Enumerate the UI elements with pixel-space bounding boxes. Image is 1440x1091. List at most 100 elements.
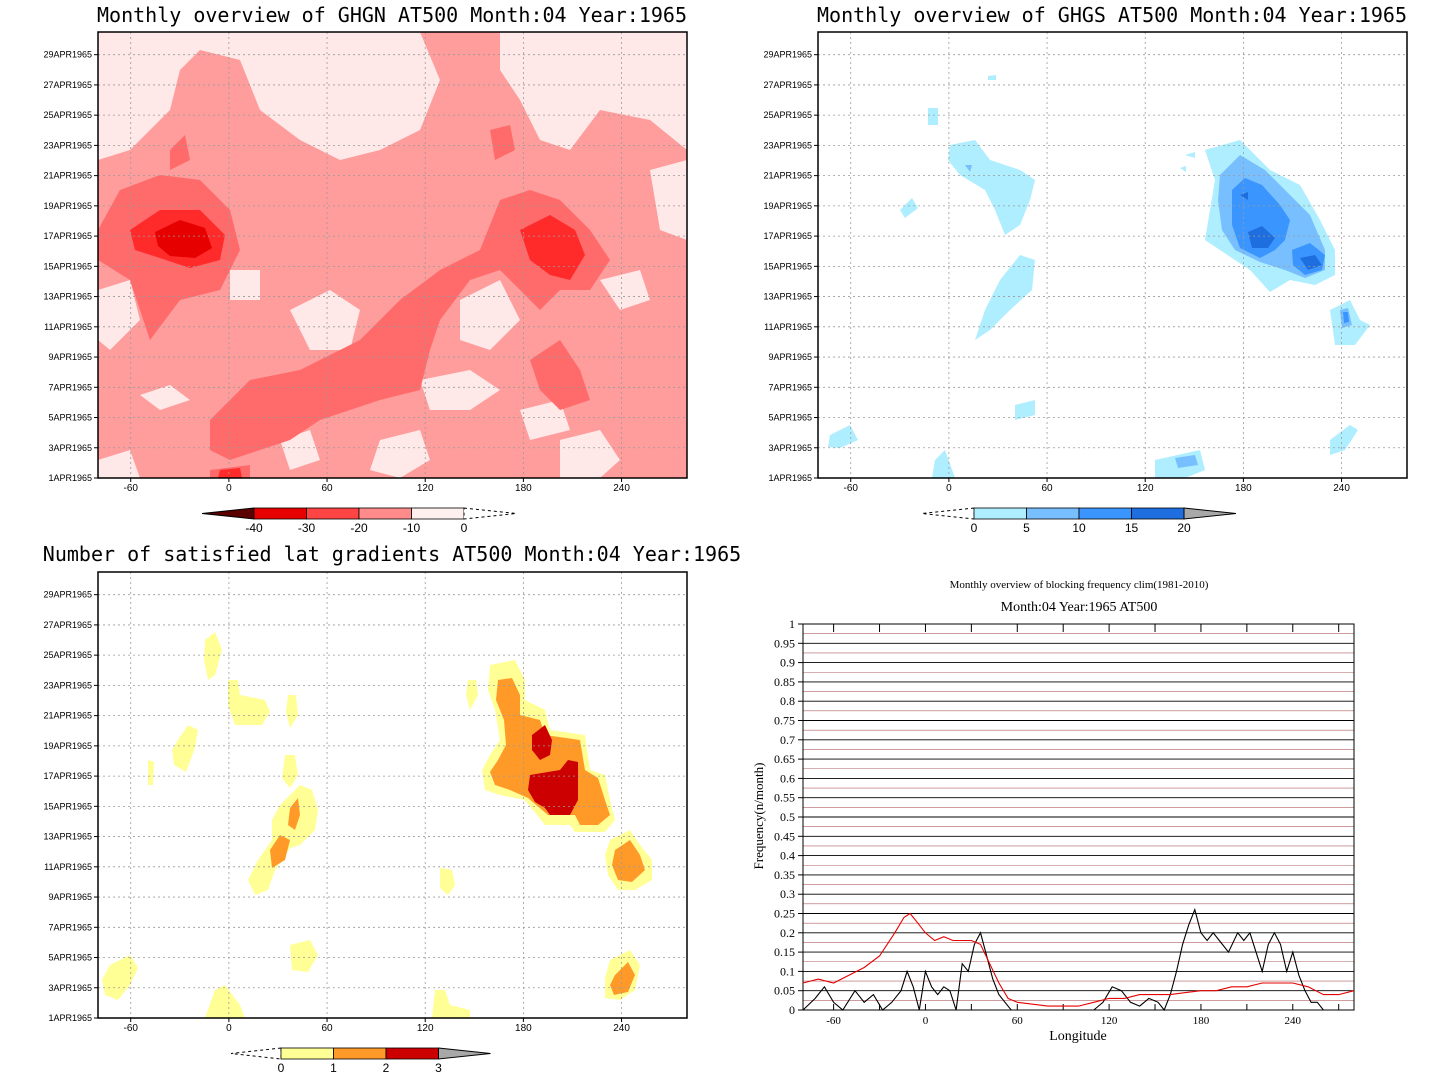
latgrad-ytick-label: 19APR1965 bbox=[43, 741, 92, 751]
ghgn-ytick-label: 11APR1965 bbox=[44, 322, 92, 332]
ghgn-axes: -60 0 60 120 180 240 1APR1965 3APR1965 5APR1965 7… bbox=[43, 50, 630, 494]
latgrad-xtick-label: -60 bbox=[123, 1023, 138, 1034]
freq-ylabel: Frequency(n/month) bbox=[751, 763, 766, 870]
ghgs-ytick-label: 17APR1965 bbox=[763, 231, 812, 241]
freq-series-line-1 bbox=[802, 912, 1355, 1007]
ghgn-ytick-label: 7APR1965 bbox=[48, 382, 92, 392]
latgrad-ytick-label: 21APR1965 bbox=[43, 711, 92, 721]
panel-blocking-frequency: Monthly overview of blocking frequency c… bbox=[751, 579, 1355, 1044]
latgrad-ytick-label: 13APR1965 bbox=[43, 832, 92, 842]
ghgs-colorbar-swatch bbox=[1078, 507, 1132, 520]
ghgn-colorbar-swatch bbox=[411, 507, 465, 520]
freq-series-line-0 bbox=[802, 907, 1354, 1012]
ghgn-ytick-label: 17APR1965 bbox=[43, 231, 92, 241]
ghgn-colorbar-swatch bbox=[253, 507, 307, 520]
ghgs-ytick-label: 9APR1965 bbox=[768, 352, 812, 362]
ghgn-xtick-label: 60 bbox=[321, 483, 333, 494]
ghgn-ytick-label: 19APR1965 bbox=[43, 201, 92, 211]
freq-xtick-label: 180 bbox=[1193, 1015, 1210, 1027]
ghgn-title: Monthly overview of GHGN AT500 Month:04 … bbox=[97, 3, 687, 27]
freq-ytick-label: 0.25 bbox=[774, 907, 795, 921]
latgrad-xtick-label: 120 bbox=[417, 1023, 434, 1034]
latgrad-ytick-label: 1APR1965 bbox=[48, 1013, 92, 1023]
freq-ytick-label: 0.15 bbox=[774, 945, 795, 959]
ghgn-xtick-label: 240 bbox=[613, 483, 630, 494]
ghgs-ytick-label: 25APR1965 bbox=[763, 110, 812, 120]
ghgs-colorbar-swatch bbox=[1131, 507, 1185, 520]
freq-ytick-label: 1 bbox=[789, 617, 795, 631]
ghgs-xtick-label: -60 bbox=[843, 483, 858, 494]
freq-ytick-label: 0.3 bbox=[780, 887, 795, 901]
latgrad-colorbar-label: 0 bbox=[278, 1061, 285, 1075]
ghgn-ytick-label: 9APR1965 bbox=[48, 352, 92, 362]
latgrad-ytick-label: 23APR1965 bbox=[43, 680, 92, 690]
ghgn-colorbar: -40 -30 -20 -10 0 bbox=[201, 507, 517, 535]
ghgn-colorbar-label: -40 bbox=[245, 521, 263, 535]
ghgn-ytick-label: 29APR1965 bbox=[43, 50, 92, 60]
latgrad-ytick-label: 29APR1965 bbox=[43, 590, 92, 600]
ghgs-grid bbox=[818, 32, 1407, 478]
latgrad-ytick-label: 17APR1965 bbox=[43, 771, 92, 781]
freq-ytick-label: 0.75 bbox=[774, 714, 795, 728]
latgrad-xtick-label: 180 bbox=[515, 1023, 532, 1034]
ghgs-colorbar-label: 15 bbox=[1125, 521, 1139, 535]
ghgs-xtick-label: 60 bbox=[1041, 483, 1053, 494]
freq-ytick-label: 0.9 bbox=[780, 656, 795, 670]
ghgn-colorbar-label: 0 bbox=[461, 521, 468, 535]
ghgn-colorbar-swatch bbox=[306, 507, 360, 520]
ghgs-ytick-label: 5APR1965 bbox=[768, 413, 812, 423]
latgrad-colorbar-swatch bbox=[280, 1047, 334, 1060]
freq-ytick-label: 0 bbox=[789, 1003, 795, 1017]
latgrad-ytick-label: 3APR1965 bbox=[48, 983, 92, 993]
freq-ytick-label: 0.35 bbox=[774, 868, 795, 882]
ghgs-ytick-label: 11APR1965 bbox=[764, 322, 812, 332]
ghgs-ytick-label: 13APR1965 bbox=[763, 292, 812, 302]
ghgs-colorbar-swatch bbox=[1026, 507, 1080, 520]
ghgs-colorbar-label: 0 bbox=[971, 521, 978, 535]
ghgs-frame bbox=[817, 31, 1408, 479]
ghgn-colorbar-label: -20 bbox=[350, 521, 368, 535]
freq-ytick-label: 0.45 bbox=[774, 829, 795, 843]
ghgn-field bbox=[98, 32, 687, 478]
freq-xlabel: Longitude bbox=[1049, 1029, 1107, 1044]
freq-xtick-label: 240 bbox=[1285, 1015, 1302, 1027]
freq-ytick-label: 0.55 bbox=[774, 791, 795, 805]
ghgn-colorbar-label: -10 bbox=[403, 521, 421, 535]
ghgs-ytick-label: 15APR1965 bbox=[763, 261, 812, 271]
ghgn-ytick-label: 13APR1965 bbox=[43, 292, 92, 302]
freq-ytick-label: 0.2 bbox=[780, 926, 795, 940]
latgrad-colorbar-label: 1 bbox=[330, 1061, 337, 1075]
ghgn-xtick-label: 0 bbox=[226, 483, 232, 494]
ghgn-colorbar-swatch bbox=[358, 507, 412, 520]
ghgn-ytick-label: 27APR1965 bbox=[43, 80, 92, 90]
freq-xtick-label: -60 bbox=[826, 1015, 841, 1027]
freq-ytick-label: 0.6 bbox=[780, 771, 795, 785]
latgrad-colorbar-swatch bbox=[333, 1047, 387, 1060]
ghgn-colorbar-arrow-left bbox=[201, 507, 255, 520]
ghgn-frame bbox=[97, 31, 688, 479]
freq-ytick-label: 0.05 bbox=[774, 984, 795, 998]
freq-ytick-label: 0.7 bbox=[780, 733, 795, 747]
ghgs-level-15-20 bbox=[1240, 192, 1322, 270]
latgrad-title: Number of satisfied lat gradients AT500 … bbox=[43, 542, 741, 566]
ghgn-ytick-label: 1APR1965 bbox=[48, 473, 92, 483]
ghgn-xtick-label: 120 bbox=[417, 483, 434, 494]
ghgs-colorbar-arrow-left bbox=[921, 507, 975, 520]
latgrad-grid bbox=[98, 572, 687, 1018]
latgrad-ytick-label: 15APR1965 bbox=[43, 801, 92, 811]
latgrad-field bbox=[98, 572, 687, 1018]
latgrad-colorbar-swatch bbox=[385, 1047, 439, 1060]
latgrad-colorbar-label: 3 bbox=[435, 1061, 442, 1075]
ghgn-ytick-label: 23APR1965 bbox=[43, 140, 92, 150]
ghgn-ytick-label: 3APR1965 bbox=[48, 443, 92, 453]
latgrad-frame bbox=[97, 571, 688, 1019]
ghgn-level-40-30 bbox=[155, 220, 212, 258]
latgrad-colorbar: 0 1 2 3 bbox=[230, 1047, 491, 1075]
latgrad-axes: -60 0 60 120 180 240 1APR1965 3APR1965 5APR1965 7… bbox=[43, 590, 630, 1034]
ghgn-colorbar-label: -30 bbox=[298, 521, 316, 535]
ghgs-axes: -60 0 60 120 180 240 1APR1965 3APR1965 5APR1965 7… bbox=[763, 50, 1350, 494]
latgrad-ytick-label: 5APR1965 bbox=[48, 953, 92, 963]
ghgs-ytick-label: 21APR1965 bbox=[763, 171, 812, 181]
freq-ytick-label: 0.65 bbox=[774, 752, 795, 766]
ghgn-ytick-label: 15APR1965 bbox=[43, 261, 92, 271]
